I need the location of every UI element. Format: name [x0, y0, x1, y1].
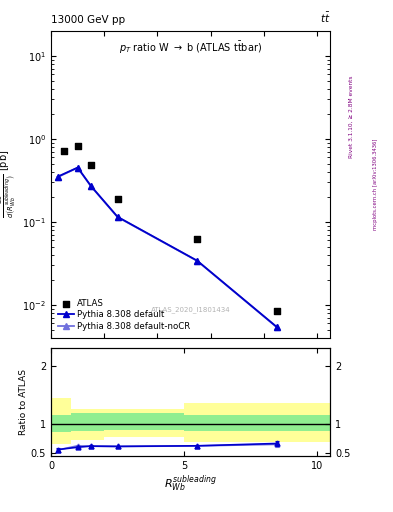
Pythia 8.308 default-noCR: [88, 183, 93, 189]
Text: Rivet 3.1.10, ≥ 2.8M events: Rivet 3.1.10, ≥ 2.8M events: [349, 75, 354, 158]
Pythia 8.308 default: [275, 324, 279, 330]
Legend: ATLAS, Pythia 8.308 default, Pythia 8.308 default-noCR: ATLAS, Pythia 8.308 default, Pythia 8.30…: [58, 299, 190, 331]
Pythia 8.308 default-noCR: [195, 258, 200, 264]
Pythia 8.308 default: [115, 214, 120, 220]
Pythia 8.308 default-noCR: [75, 165, 80, 171]
Pythia 8.308 default-noCR: [55, 174, 60, 180]
Pythia 8.308 default: [55, 174, 60, 180]
Pythia 8.308 default: [195, 258, 200, 264]
Pythia 8.308 default: [75, 164, 80, 170]
ATLAS: [88, 161, 94, 169]
Pythia 8.308 default: [88, 183, 93, 189]
Text: $p_T$ ratio W $\rightarrow$ b (ATLAS t$\bar{\mathrm{t}}$bar): $p_T$ ratio W $\rightarrow$ b (ATLAS t$\…: [119, 40, 262, 56]
ATLAS: [194, 235, 200, 243]
Pythia 8.308 default-noCR: [115, 214, 120, 220]
Text: 13000 GeV pp: 13000 GeV pp: [51, 14, 125, 25]
Text: $t\bar{t}$: $t\bar{t}$: [320, 10, 330, 25]
ATLAS: [114, 195, 121, 203]
ATLAS: [274, 307, 280, 315]
Line: Pythia 8.308 default-noCR: Pythia 8.308 default-noCR: [54, 164, 281, 331]
Y-axis label: $\frac{d\sigma^{nd}}{d\left(R_{Wb}^{subleading}\right)}$ [pb]: $\frac{d\sigma^{nd}}{d\left(R_{Wb}^{subl…: [0, 150, 18, 219]
Line: Pythia 8.308 default: Pythia 8.308 default: [54, 164, 281, 331]
Text: mcplots.cern.ch [arXiv:1306.3436]: mcplots.cern.ch [arXiv:1306.3436]: [373, 139, 378, 230]
ATLAS: [61, 146, 68, 155]
Pythia 8.308 default-noCR: [275, 325, 279, 331]
X-axis label: $R_{Wb}^{subleading}$: $R_{Wb}^{subleading}$: [164, 473, 217, 494]
ATLAS: [75, 142, 81, 150]
Y-axis label: Ratio to ATLAS: Ratio to ATLAS: [19, 369, 28, 435]
Text: ATLAS_2020_I1801434: ATLAS_2020_I1801434: [151, 307, 230, 313]
